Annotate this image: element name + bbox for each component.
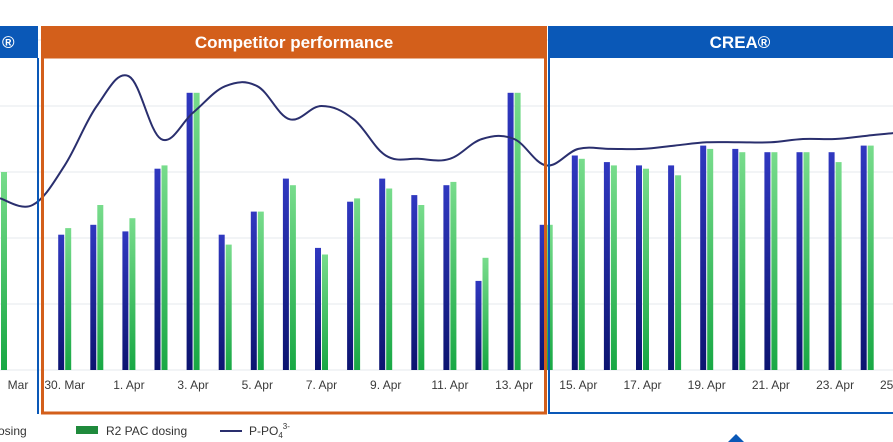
bar-r1-13: [315, 247, 321, 370]
x-tick-label: 17. Apr: [623, 378, 661, 392]
bar-r2-10: [225, 244, 232, 370]
bar-r2-15: [386, 188, 393, 370]
x-tick-label: 13. Apr: [495, 378, 533, 392]
bar-r1-25: [700, 145, 707, 370]
legend: osing R2 PAC dosing P-PO43-: [0, 422, 290, 440]
x-tick-label: 30. Mar: [44, 378, 85, 392]
bar-r2-17: [450, 181, 457, 370]
bar-r2-13: [322, 254, 328, 370]
bar-r2-12: [289, 185, 296, 370]
competitor-panel-header: [41, 26, 547, 58]
bar-r1-14: [347, 201, 354, 370]
bar-r1-8: [154, 168, 161, 370]
bar-r1-20: [539, 224, 546, 370]
bar-r2-24: [675, 175, 682, 370]
crea-panel-title: CREA®: [710, 33, 771, 52]
crea-panel-header: [548, 26, 893, 58]
legend-r2-swatch: [76, 426, 98, 434]
x-tick-label: 11. Apr: [431, 378, 468, 392]
bar-r2-28: [803, 152, 810, 370]
x-tick-label: 23. Apr: [816, 378, 854, 392]
bar-r2-25: [707, 148, 714, 370]
bar-r1-29: [828, 152, 835, 370]
bar-r1-27: [764, 152, 771, 370]
legend-ppo4-label: P-PO43-: [249, 422, 290, 440]
crea-panel-frame: [548, 56, 893, 414]
legend-r2-label: R2 PAC dosing: [106, 424, 187, 438]
left-panel-header-label: ®: [2, 33, 15, 52]
bar-r1-9: [186, 92, 193, 371]
competitor-panel-frame: [41, 55, 547, 415]
bar-r2-18: [482, 257, 489, 370]
bar-r1-16: [411, 195, 418, 370]
legend-ppo4-subscript: 4: [278, 431, 283, 440]
bar-r2-27: [771, 152, 778, 370]
bar-r2-26: [739, 152, 746, 370]
bar-r2-19: [514, 92, 521, 371]
bar-r1-15: [379, 178, 386, 370]
x-tick-label: Mar: [8, 378, 29, 392]
bar-r1-21: [571, 155, 578, 370]
legend-ppo4-superscript: 3-: [283, 422, 290, 431]
bar-r1-17: [443, 185, 450, 370]
bar-r2-7: [129, 218, 136, 370]
bar-r1-7: [122, 231, 129, 370]
x-tick-label: 21. Apr: [752, 378, 790, 392]
competitor-panel-title: Competitor performance: [195, 33, 393, 52]
bar-r1-5: [58, 234, 65, 370]
legend-r1-label: osing: [0, 424, 27, 438]
bar-layer: [1, 92, 874, 371]
x-tick-label: 5. Apr: [242, 378, 273, 392]
bar-r2-14: [354, 198, 361, 370]
left-panel-header: [0, 26, 38, 58]
bar-r1-26: [732, 148, 739, 370]
x-tick-label: 15. Apr: [559, 378, 597, 392]
bar-r1-11: [250, 211, 257, 370]
bar-r2-29: [835, 162, 842, 370]
ppo4-line: [0, 74, 893, 208]
bar-r1-12: [282, 178, 289, 370]
bar-r1-22: [603, 162, 610, 370]
panel-frames: ® Competitor performance CREA®: [0, 26, 893, 415]
bar-r1-28: [796, 152, 803, 370]
x-tick-label: 1. Apr: [113, 378, 144, 392]
x-tick-label: 25: [880, 378, 893, 392]
bar-r1-18: [475, 280, 482, 370]
bar-r1-6: [90, 224, 97, 370]
bar-r2-21: [578, 158, 585, 370]
bar-r1-19: [507, 92, 514, 371]
bar-r2-30: [867, 145, 874, 370]
decorative-caret-icon: [728, 434, 744, 442]
bar-r2-22: [610, 165, 617, 370]
bar-r2-11: [257, 211, 264, 370]
bar-r1-24: [668, 165, 675, 370]
x-axis-ticks: Mar 30. Mar 1. Apr 3. Apr 5. Apr 7. Apr 9. Apr…: [8, 378, 893, 392]
x-tick-label: 9. Apr: [370, 378, 401, 392]
bar-r2-5: [65, 228, 72, 370]
x-tick-label: 3. Apr: [177, 378, 208, 392]
bar-r2-8: [161, 165, 168, 370]
bar-r2-23: [643, 168, 649, 370]
x-tick-label: 19. Apr: [688, 378, 726, 392]
bar-r2-3: [1, 172, 7, 370]
bar-r2-6: [97, 205, 104, 370]
legend-ppo4-text: P-PO: [249, 424, 278, 438]
bar-r1-23: [636, 165, 642, 370]
bar-r1-30: [860, 145, 867, 370]
x-tick-label: 7. Apr: [306, 378, 337, 392]
bar-r2-16: [418, 205, 425, 370]
bar-r1-10: [218, 234, 225, 370]
bar-r2-9: [193, 92, 200, 371]
line-layer: [0, 74, 893, 208]
